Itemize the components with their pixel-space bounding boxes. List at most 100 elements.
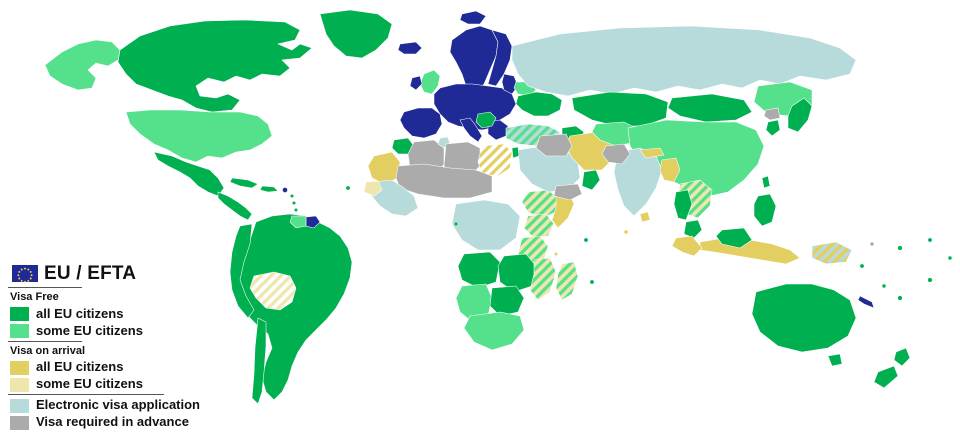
country-thailand: [674, 190, 692, 220]
country-micronesia: [898, 246, 903, 251]
country-papua: [812, 242, 852, 264]
country-nepal-bhutan: [640, 148, 664, 158]
legend-label-visa-required: Visa required in advance: [36, 414, 189, 430]
region-africa: [364, 137, 578, 350]
country-bolivia: [250, 272, 296, 310]
country-scandinavia: [450, 26, 498, 92]
country-comoros: [554, 252, 558, 256]
country-palau: [870, 242, 874, 246]
legend-group-label-visa-on-arrival: Visa on arrival: [10, 344, 86, 357]
country-borneo: [716, 228, 752, 248]
region-asia: [602, 98, 852, 264]
map-legend: EU / EFTA Visa Free all EU citizens some…: [4, 262, 204, 431]
region-oceania: [346, 186, 952, 388]
country-sao-tome: [454, 222, 458, 226]
legend-label-visa-arrival-some: some EU citizens: [36, 376, 143, 392]
country-canada: [118, 20, 312, 112]
country-yemen: [554, 184, 582, 200]
legend-item-evisa[interactable]: Electronic visa application: [4, 397, 204, 414]
legend-divider-1: [8, 287, 82, 288]
legend-item-visa-free-all[interactable]: all EU citizens: [4, 306, 204, 323]
country-ukraine: [516, 92, 562, 116]
country-north-korea: [764, 108, 780, 120]
country-vanuatu: [882, 284, 886, 288]
country-dr-congo: [452, 200, 520, 250]
legend-label-visa-free-all: all EU citizens: [36, 305, 124, 321]
country-mongolia: [668, 94, 752, 122]
region-south-america: [230, 214, 352, 404]
country-western-balkans: [476, 112, 496, 128]
country-australia: [752, 284, 856, 352]
country-egypt: [478, 144, 512, 176]
country-kenya: [524, 214, 554, 238]
country-puerto-rico: [282, 187, 287, 192]
country-ireland: [410, 76, 422, 90]
country-botswana-zimbabwe: [490, 286, 524, 316]
legend-swatch-visa-arrival-some: [10, 377, 29, 392]
country-lesser-antilles-2: [292, 201, 296, 205]
country-south-africa: [464, 312, 524, 350]
country-uae-oman: [582, 170, 600, 190]
country-tasmania: [828, 354, 842, 366]
legend-item-visa-arrival-some[interactable]: some EU citizens: [4, 376, 204, 393]
country-new-caledonia: [858, 296, 874, 308]
country-bangladesh-myanmar: [660, 158, 680, 182]
country-united-states: [126, 110, 272, 162]
country-finland-baltics: [488, 30, 512, 86]
legend-label-visa-arrival-all: all EU citizens: [36, 359, 124, 375]
legend-label-visa-free-some: some EU citizens: [36, 322, 143, 338]
country-kazakhstan: [572, 92, 668, 126]
country-new-zealand-south: [874, 366, 898, 388]
legend-swatch-visa-required: [10, 415, 29, 430]
legend-item-visa-free-some[interactable]: some EU citizens: [4, 323, 204, 340]
country-central-america: [218, 192, 252, 220]
country-israel: [512, 147, 519, 158]
country-kiribati: [948, 256, 952, 260]
country-mozambique-coast: [530, 258, 556, 300]
country-sri-lanka: [640, 212, 650, 222]
country-russia: [512, 26, 856, 96]
legend-swatch-visa-free-some: [10, 324, 29, 339]
legend-divider-3: [8, 394, 164, 396]
country-sumatra: [672, 236, 702, 256]
country-svalbard: [460, 11, 486, 24]
country-iberia: [400, 108, 442, 138]
country-madagascar: [556, 262, 578, 300]
region-north-america: [45, 10, 392, 220]
country-cuba: [230, 178, 258, 188]
country-taiwan: [762, 176, 770, 188]
legend-item-visa-arrival-all[interactable]: all EU citizens: [4, 359, 204, 376]
country-iceland: [398, 42, 422, 54]
legend-label-evisa: Electronic visa application: [36, 397, 200, 413]
legend-swatch-evisa: [10, 398, 29, 413]
country-alaska: [45, 40, 120, 90]
country-west-africa-coast: [370, 180, 418, 216]
country-japan: [788, 98, 812, 132]
country-baltic-states: [502, 74, 518, 94]
legend-item-visa-required[interactable]: Visa required in advance: [4, 414, 204, 431]
country-pakistan: [602, 144, 630, 164]
country-iraq-syria: [536, 134, 572, 156]
country-solomon-islands: [860, 264, 864, 268]
country-mauritius: [590, 280, 594, 284]
legend-title: EU / EFTA: [44, 263, 137, 284]
eu-flag-icon: [12, 265, 38, 282]
country-senegal: [364, 181, 382, 196]
country-hispaniola: [260, 186, 278, 192]
legend-swatch-visa-free-all: [10, 307, 29, 322]
region-europe: [398, 11, 584, 152]
country-new-zealand-north: [894, 348, 910, 366]
region-middle-east: [512, 132, 614, 200]
country-philippines: [754, 194, 776, 226]
country-marshall-islands: [928, 238, 932, 242]
legend-group-visa-on-arrival: Visa on arrival all EU citizens some EU …: [4, 344, 204, 394]
country-maldives: [624, 230, 628, 234]
country-zambia-mozambique: [498, 254, 536, 292]
country-seychelles: [584, 238, 588, 242]
legend-divider-2: [8, 340, 82, 342]
country-suriname-guyana: [290, 216, 306, 228]
legend-group-label-visa-free: Visa Free: [10, 291, 59, 303]
